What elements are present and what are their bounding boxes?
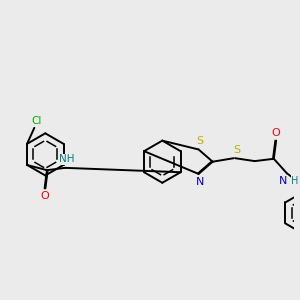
- Text: O: O: [272, 128, 280, 138]
- Text: Cl: Cl: [31, 116, 42, 126]
- Text: N: N: [279, 176, 288, 186]
- Text: S: S: [196, 136, 204, 146]
- Text: H: H: [292, 176, 299, 186]
- Text: NH: NH: [59, 154, 74, 164]
- Text: O: O: [40, 190, 49, 201]
- Text: S: S: [233, 145, 240, 155]
- Text: N: N: [196, 177, 204, 187]
